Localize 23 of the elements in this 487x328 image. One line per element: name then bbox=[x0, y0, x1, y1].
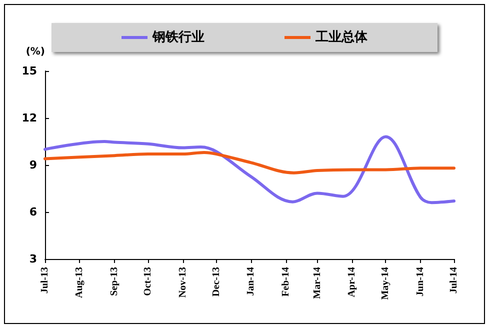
x-tick-label: Sep-13 bbox=[108, 267, 120, 296]
line-series bbox=[44, 150, 456, 174]
y-tick-label: 3 bbox=[29, 252, 37, 266]
y-tick-label: 9 bbox=[29, 158, 37, 172]
x-tick-label: Dec-13 bbox=[210, 267, 222, 296]
line-series bbox=[44, 135, 456, 204]
x-tick-label: May-14 bbox=[380, 267, 392, 300]
x-tick-label: Aug-13 bbox=[74, 267, 86, 298]
y-tick-label: 15 bbox=[22, 64, 37, 78]
x-tick-label: Feb-14 bbox=[280, 267, 292, 296]
legend-label: 钢铁行业 bbox=[152, 30, 204, 45]
x-tick-label: Jul-13 bbox=[40, 267, 50, 294]
x-tick-label: Jun-14 bbox=[414, 267, 426, 296]
x-tick-label: Oct-13 bbox=[142, 267, 154, 296]
y-tick-label: 6 bbox=[29, 206, 38, 218]
x-tick-label: Apr-14 bbox=[346, 267, 358, 298]
y-axis-title: (%) bbox=[26, 46, 45, 58]
x-tick-label: Jul-14 bbox=[448, 267, 460, 294]
x-tick-label: Jan-14 bbox=[246, 267, 257, 296]
legend-label: 工业总体 bbox=[314, 29, 368, 45]
y-tick-label: 12 bbox=[22, 112, 37, 124]
x-tick-label: Mar-14 bbox=[312, 267, 323, 299]
x-tick-label: Nov-13 bbox=[177, 267, 188, 298]
